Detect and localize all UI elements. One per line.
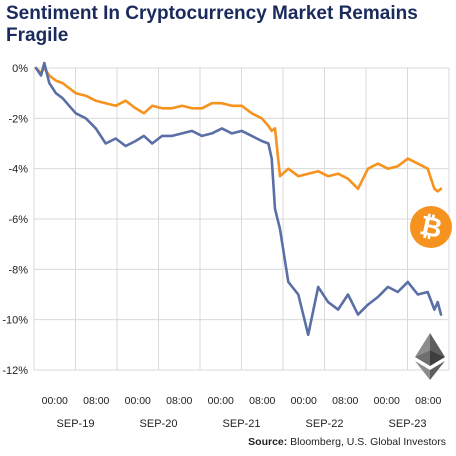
x-time-label: 08:00	[249, 395, 275, 407]
x-time-label: 00:00	[208, 395, 234, 407]
x-time-label: 08:00	[332, 395, 358, 407]
series-line-1	[34, 66, 443, 193]
y-tick-label: -8%	[8, 264, 28, 276]
x-time-label: 00:00	[374, 395, 400, 407]
x-date-label: SEP-19	[57, 418, 95, 430]
y-tick-label: 0%	[12, 63, 28, 75]
x-time-label: 08:00	[415, 395, 441, 407]
chart-title: Sentiment In Cryptocurrency Market Remai…	[6, 3, 418, 46]
ethereum-logo-icon	[415, 333, 445, 380]
x-date-label: SEP-23	[389, 418, 427, 430]
x-date-label: SEP-22	[306, 418, 344, 430]
y-tick-label: -10%	[2, 315, 28, 327]
axis-layer: 0% -2% -4% -6% -8% -10% -12% 00:00 08:00 00:00 08:…	[2, 63, 441, 430]
source-note: Source: Bloomberg, U.S. Global Investors	[248, 436, 446, 448]
bitcoin-logo-icon: ₿	[410, 206, 452, 248]
y-tick-label: -4%	[8, 164, 28, 176]
x-time-label: 08:00	[166, 395, 192, 407]
x-time-label: 00:00	[291, 395, 317, 407]
source-label: Source:	[248, 436, 288, 448]
series-layer	[34, 61, 443, 337]
x-time-label: 00:00	[42, 395, 68, 407]
x-date-label: SEP-21	[223, 418, 261, 430]
source-text: Bloomberg, U.S. Global Investors	[290, 436, 446, 448]
x-date-label: SEP-20	[140, 418, 178, 430]
y-tick-label: -2%	[8, 113, 28, 125]
series-line-2	[34, 61, 443, 337]
x-time-label: 00:00	[125, 395, 151, 407]
y-tick-label: -12%	[2, 365, 28, 377]
y-tick-label: -6%	[8, 214, 28, 226]
x-time-label: 08:00	[83, 395, 109, 407]
grid-layer	[33, 67, 450, 371]
